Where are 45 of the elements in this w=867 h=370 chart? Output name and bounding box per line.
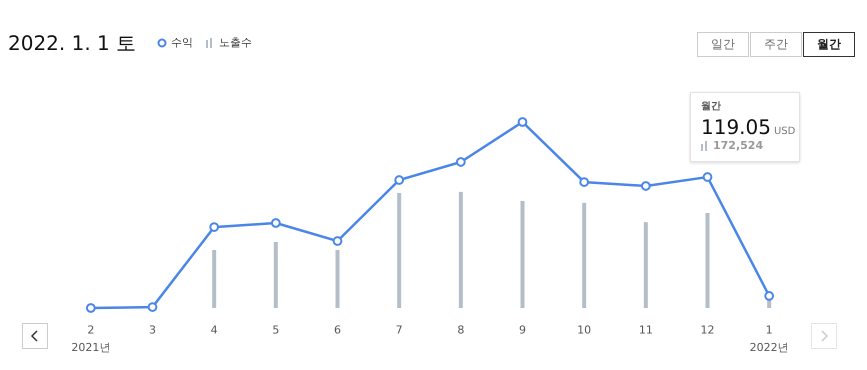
legend-label: 수익	[171, 35, 193, 50]
x-tick-label: 3	[149, 324, 156, 336]
annotation: 172,524	[713, 139, 764, 152]
x-tick-label: 6	[334, 324, 341, 336]
text: 주간	[750, 32, 802, 57]
x-tick-label: 11	[638, 324, 653, 336]
bar	[520, 201, 524, 308]
point	[394, 175, 404, 185]
point	[456, 157, 466, 167]
chart-title: 2022. 1. 1 토	[8, 30, 136, 57]
bar	[458, 192, 463, 308]
point	[702, 172, 712, 182]
bar	[644, 222, 648, 308]
x-tick-label: 2	[87, 324, 94, 336]
point	[270, 218, 281, 228]
bar	[336, 250, 340, 308]
x-tick-label: 8	[457, 324, 464, 336]
point	[640, 181, 651, 191]
text: 일간	[697, 32, 749, 57]
x-tick-label: 7	[396, 324, 403, 336]
text: 2022년	[750, 341, 789, 354]
annotation: 119.05	[701, 115, 771, 139]
text: 월간	[701, 100, 722, 113]
x-tick-label: 1	[766, 324, 773, 336]
bar	[706, 212, 710, 308]
x-tick-label: 9	[519, 324, 526, 336]
x-tick-label: 4	[210, 324, 218, 336]
point	[209, 222, 220, 232]
annotation: USD	[774, 126, 796, 137]
x-tick-label: 10	[577, 324, 592, 336]
x-tick-label: 5	[272, 324, 280, 336]
bar	[212, 250, 216, 308]
x-tick-label: 12	[700, 324, 714, 336]
point	[86, 303, 96, 313]
bar	[582, 202, 586, 308]
text: 2021년	[71, 341, 110, 354]
point	[518, 117, 528, 127]
text: 월간	[803, 32, 855, 57]
point	[332, 236, 342, 246]
bar	[397, 193, 402, 308]
point	[148, 302, 158, 312]
bar	[274, 242, 278, 308]
legend-label: 노출수	[219, 35, 252, 50]
point	[764, 291, 774, 301]
point	[579, 177, 590, 187]
